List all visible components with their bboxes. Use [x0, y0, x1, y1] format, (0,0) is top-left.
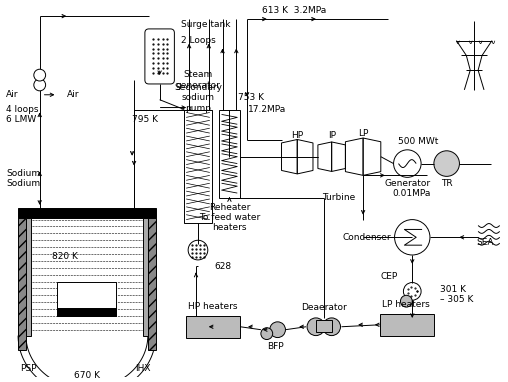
FancyBboxPatch shape [145, 29, 174, 84]
Circle shape [400, 295, 412, 307]
Bar [184, 110, 212, 223]
Circle shape [307, 318, 325, 336]
Text: 2 Loops: 2 Loops [181, 36, 216, 45]
Text: 17.2MPa: 17.2MPa [248, 105, 287, 114]
Bar [148, 218, 156, 350]
Text: Reheater: Reheater [209, 203, 250, 212]
Text: Secondary
sodium
pump: Secondary sodium pump [174, 83, 222, 113]
Text: IP: IP [328, 131, 336, 139]
Text: HP: HP [291, 131, 303, 139]
Text: SEA: SEA [477, 238, 494, 247]
Bar [18, 218, 26, 350]
Text: 753 K: 753 K [238, 93, 264, 102]
Circle shape [323, 318, 340, 336]
Circle shape [34, 79, 46, 91]
Circle shape [395, 220, 430, 255]
Bar [18, 208, 156, 218]
Text: 4 loops
6 LMW: 4 loops 6 LMW [6, 105, 39, 124]
Text: Sodium: Sodium [6, 179, 41, 188]
Text: Core: Core [75, 290, 99, 299]
Text: HP heaters: HP heaters [188, 302, 237, 311]
Circle shape [261, 328, 273, 340]
Bar [316, 320, 332, 332]
Text: 670 K: 670 K [74, 371, 100, 380]
Circle shape [403, 283, 421, 300]
Bar [57, 308, 116, 316]
Text: 0.01MPa: 0.01MPa [393, 189, 431, 197]
Text: TR: TR [441, 179, 453, 188]
Bar [218, 110, 240, 198]
Text: Condenser: Condenser [342, 233, 391, 242]
Text: Turbine: Turbine [322, 193, 355, 202]
Circle shape [270, 322, 285, 338]
Text: BFP: BFP [267, 342, 284, 351]
Bar [380, 314, 434, 336]
Text: 500 MWt: 500 MWt [398, 138, 438, 146]
Text: To feed water
heaters: To feed water heaters [199, 213, 260, 232]
Circle shape [394, 150, 421, 177]
Text: Steam
generator: Steam generator [176, 70, 220, 90]
Text: Deaerator: Deaerator [301, 303, 346, 312]
Text: Air: Air [6, 90, 19, 99]
Text: 628: 628 [215, 262, 232, 271]
Text: PSP: PSP [20, 364, 37, 372]
Text: CEP: CEP [380, 272, 398, 281]
Text: Generator: Generator [384, 179, 430, 188]
Text: LP heaters: LP heaters [383, 299, 430, 309]
Text: 795 K: 795 K [132, 115, 157, 124]
Bar [186, 316, 240, 338]
Text: IHX: IHX [135, 364, 151, 372]
Circle shape [188, 240, 208, 260]
Text: LP: LP [358, 129, 368, 138]
Bar [57, 282, 116, 316]
Circle shape [434, 151, 459, 176]
Text: 820 K: 820 K [52, 253, 78, 261]
Circle shape [34, 69, 46, 81]
Bar [26, 218, 31, 336]
Bar [143, 218, 148, 336]
Text: 613 K  3.2MPa: 613 K 3.2MPa [262, 6, 327, 15]
Text: Sodium: Sodium [6, 169, 41, 178]
Text: Surge tank: Surge tank [181, 21, 231, 29]
Text: Air: Air [67, 90, 80, 99]
Text: 301 K
– 305 K: 301 K – 305 K [440, 285, 473, 304]
